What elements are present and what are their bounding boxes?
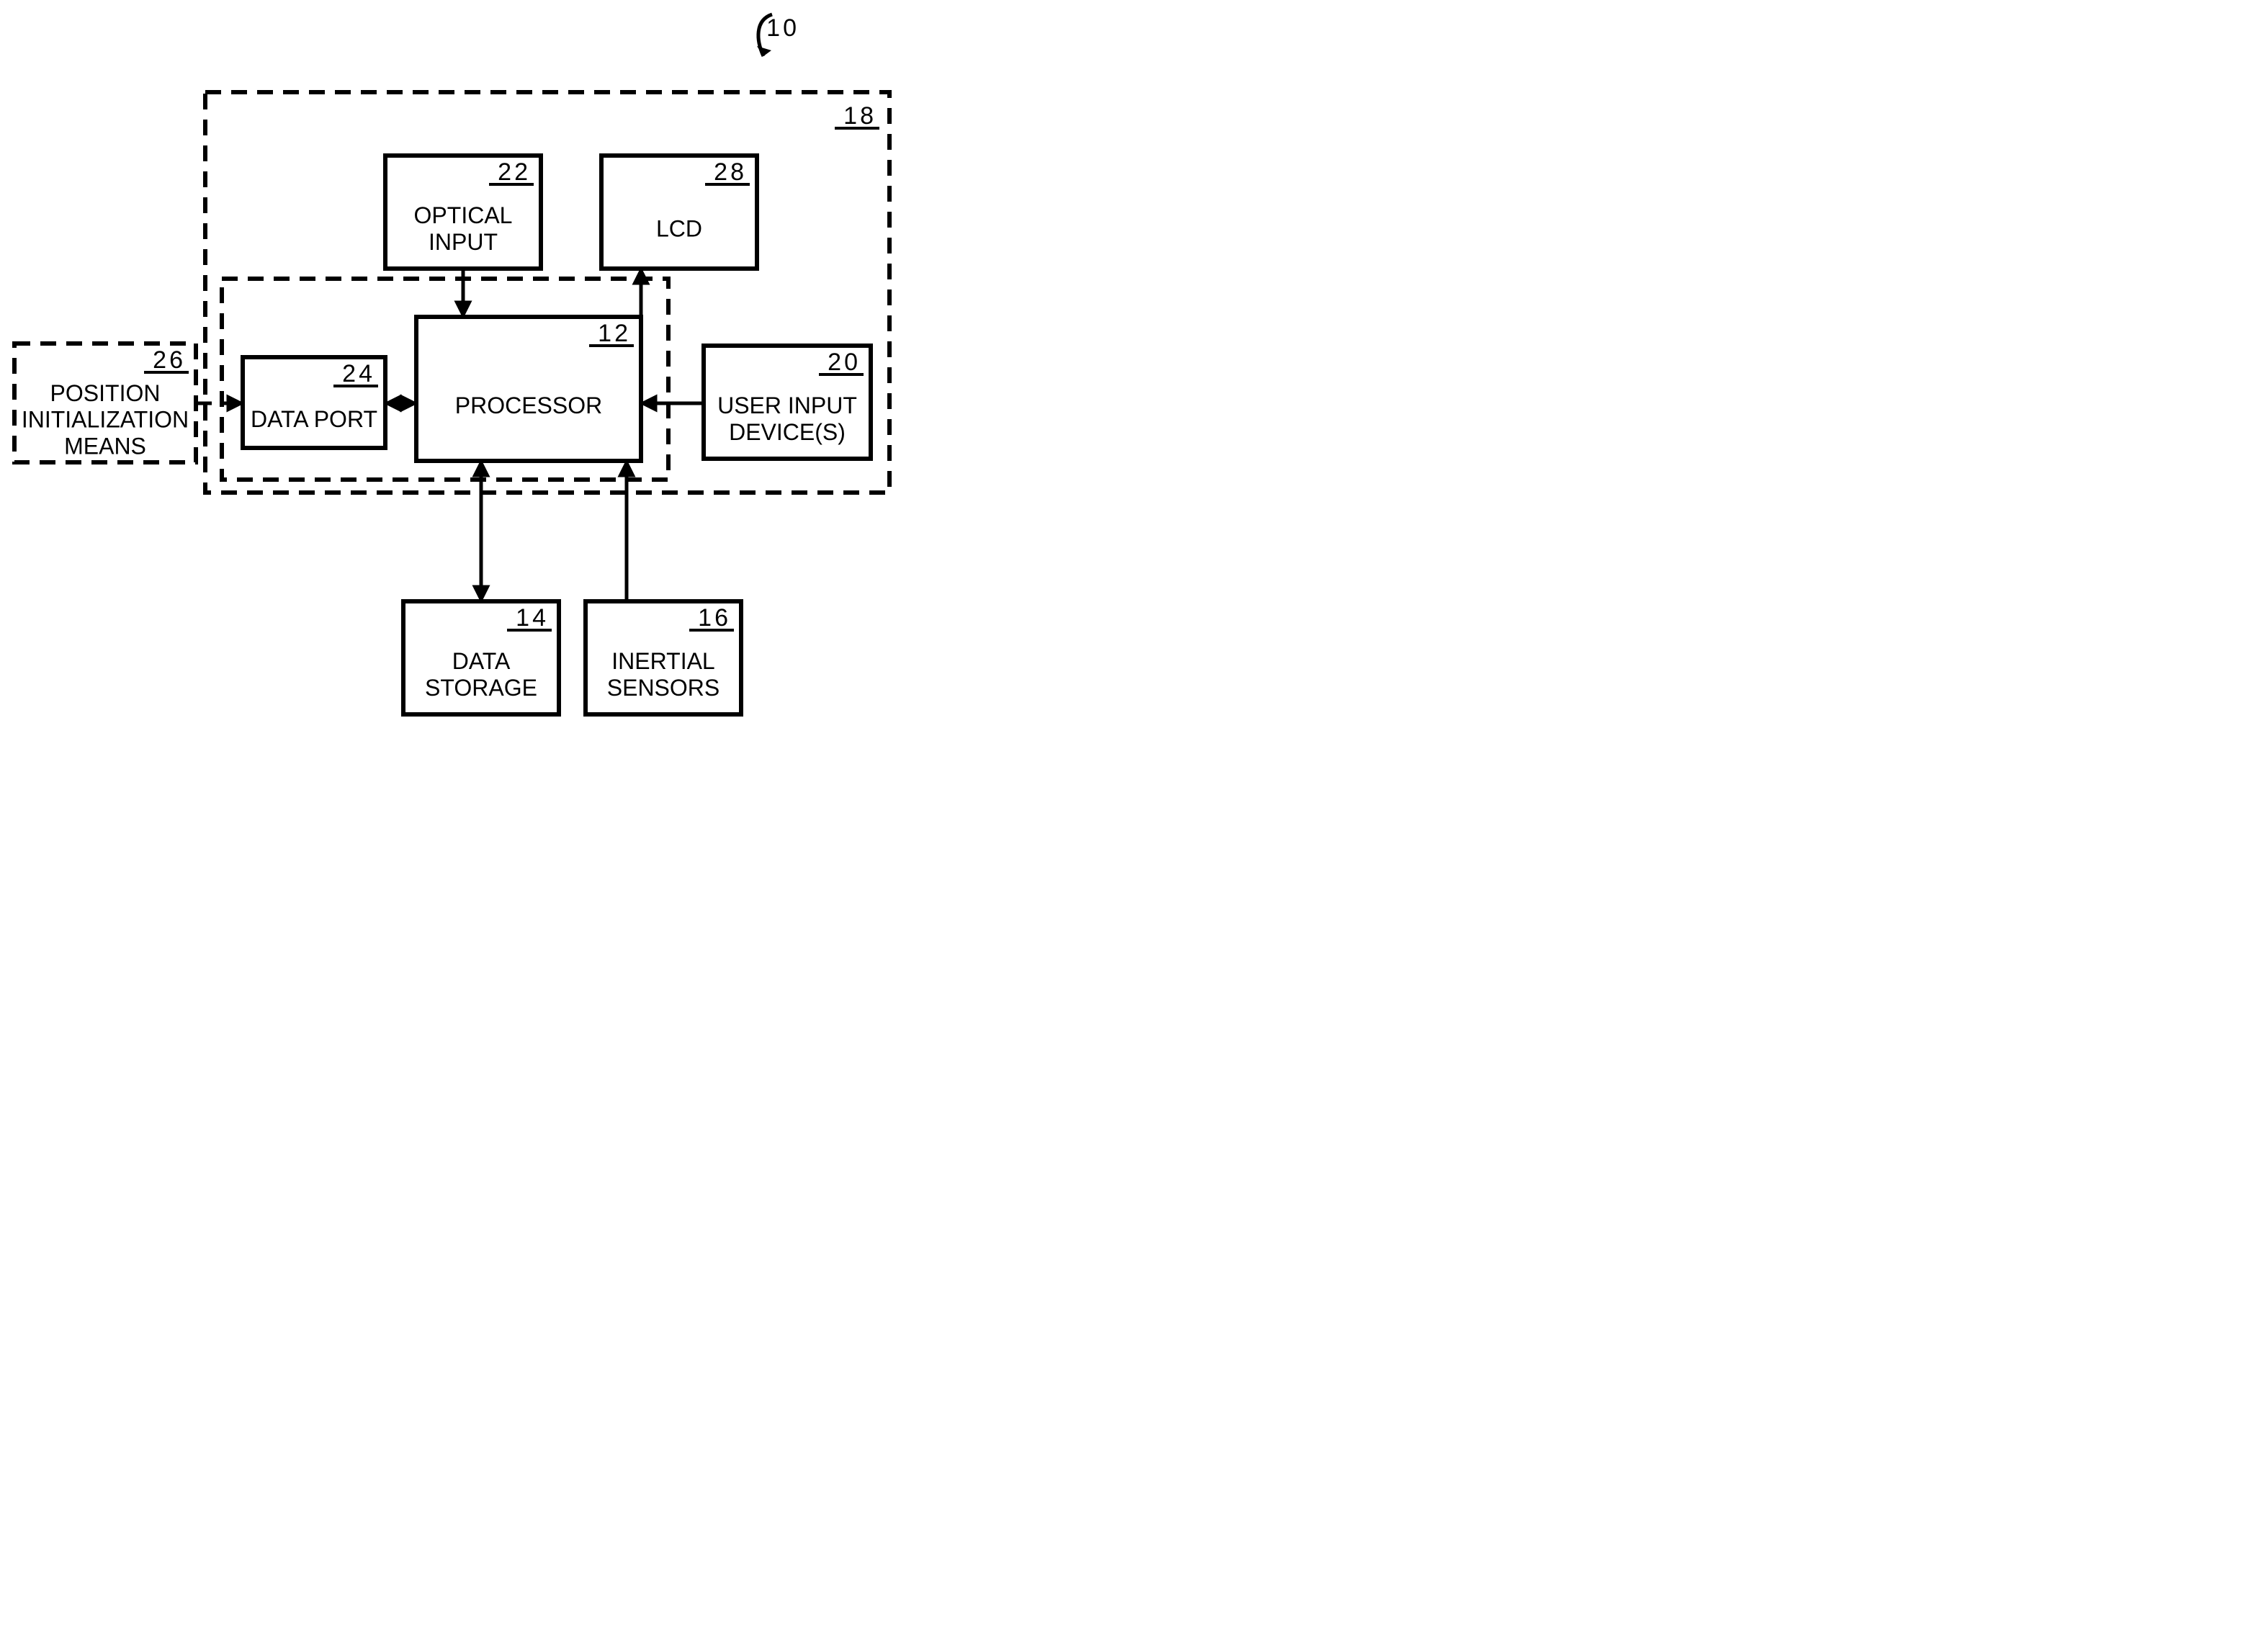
node-inertial-label-0: INERTIAL [611, 648, 714, 674]
node-position_init: 26 POSITIONINITIALIZATIONMEANS [14, 344, 196, 462]
system-ref: 10 [757, 14, 799, 56]
node-user_input-label-0: USER INPUT [717, 392, 857, 418]
node-optical: 22 OPTICALINPUT [385, 156, 541, 269]
node-lcd: 28 LCD [601, 156, 757, 269]
node-inertial-label-1: SENSORS [607, 675, 719, 701]
node-position_init-ref: 26 [153, 346, 186, 374]
node-optical-ref: 22 [498, 158, 531, 186]
node-user_input: 20 USER INPUTDEVICE(S) [704, 346, 871, 459]
node-lcd-ref: 28 [714, 158, 747, 186]
outer-enclosure-ref: 18 [843, 102, 877, 130]
node-inertial: 16 INERTIALSENSORS [586, 601, 741, 714]
node-position_init-label-1: INITIALIZATION [22, 407, 189, 433]
node-user_input-ref: 20 [828, 349, 861, 376]
node-optical-label-0: OPTICAL [414, 202, 513, 228]
node-processor-ref: 12 [598, 320, 631, 347]
node-data_port-label-0: DATA PORT [251, 406, 377, 432]
node-data_port-ref: 24 [342, 360, 375, 387]
node-position_init-label-0: POSITION [50, 380, 161, 406]
node-inertial-ref: 16 [698, 604, 731, 632]
node-data_storage-label-0: DATA [452, 648, 511, 674]
system-ref-number: 10 [766, 14, 799, 42]
node-position_init-label-2: MEANS [64, 433, 146, 459]
node-processor: 12 PROCESSOR [416, 317, 641, 461]
node-data_storage-label-1: STORAGE [425, 675, 537, 701]
block-diagram: 10 18 12 PROCESSOR 14DATASTORAGE 16 INERTIALSE… [0, 0, 1128, 826]
node-processor-label-0: PROCESSOR [455, 392, 602, 418]
node-lcd-label-0: LCD [656, 216, 702, 242]
node-data_port: 24 DATA PORT [243, 357, 385, 448]
node-user_input-label-1: DEVICE(S) [729, 419, 846, 445]
node-data_storage: 14DATASTORAGE [403, 601, 559, 714]
node-data_storage-ref: 14 [516, 604, 549, 632]
node-optical-label-1: INPUT [429, 229, 498, 255]
